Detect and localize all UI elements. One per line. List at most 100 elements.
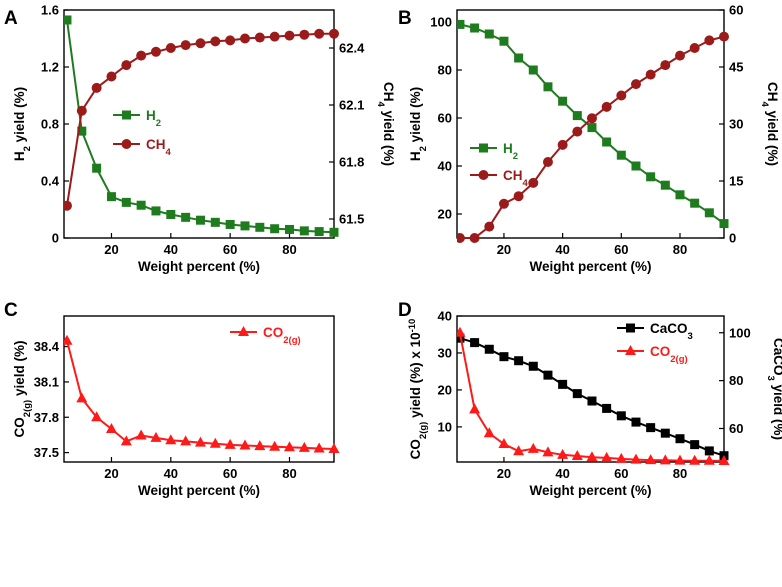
- data-point: [660, 180, 670, 190]
- data-point: [239, 33, 250, 44]
- data-point: [136, 50, 147, 61]
- data-point: [165, 434, 177, 445]
- data-point: [121, 60, 132, 71]
- y-right-label-rest: yield (%): [765, 107, 780, 166]
- y-left-label-rest: yield (%): [408, 87, 423, 146]
- data-point: [616, 90, 627, 101]
- legend-entry: CO2(g): [617, 344, 688, 365]
- data-point: [704, 35, 715, 46]
- y-left-tick-label: 0.8: [41, 117, 59, 132]
- data-point: [528, 361, 538, 371]
- data-point: [704, 208, 714, 218]
- data-point: [284, 224, 294, 234]
- data-point: [76, 105, 87, 116]
- data-point: [484, 29, 494, 39]
- data-point: [91, 411, 103, 422]
- x-axis-label: Weight percent (%): [138, 483, 260, 498]
- data-point: [690, 440, 700, 450]
- series-line: [459, 35, 725, 239]
- x-axis-label: Weight percent (%): [138, 259, 260, 274]
- data-point: [105, 423, 117, 434]
- legend-sub: 3: [688, 331, 693, 342]
- x-tick-label: 40: [555, 466, 569, 481]
- y-left-label-main: CO: [12, 417, 27, 437]
- data-point: [224, 438, 236, 449]
- y-right-tick-label: 0: [729, 231, 736, 246]
- data-point: [469, 403, 481, 414]
- data-point: [298, 441, 310, 452]
- data-point: [602, 137, 612, 147]
- x-tick-label: 20: [104, 466, 118, 481]
- data-point: [314, 227, 324, 237]
- y-left-tick-label: 1.6: [41, 3, 59, 18]
- legend-sub: 2(g): [283, 335, 300, 346]
- y-right-label-sub: 4: [376, 101, 387, 107]
- y-right-label-main: CH: [381, 82, 396, 102]
- data-point: [630, 79, 641, 90]
- x-tick-label: 60: [614, 466, 628, 481]
- panel-letter: B: [398, 8, 412, 29]
- data-point: [514, 53, 524, 63]
- y-right-tick-label: 62.1: [339, 98, 364, 113]
- y-left-label-rest: yield (%) x 10: [408, 332, 423, 421]
- y-right-tick-label: 60: [729, 421, 743, 436]
- y-left-axis-label: CO2(g) yield (%): [12, 341, 33, 438]
- y-right-tick-label: 62.4: [339, 41, 365, 56]
- data-point: [484, 221, 495, 232]
- y-right-tick-label: 60: [729, 3, 743, 18]
- series-ch: [457, 31, 729, 243]
- y-left-tick-label: 38.4: [34, 339, 60, 354]
- plot-frame: [456, 315, 725, 463]
- y-right-label-rest: yield (%): [771, 381, 782, 440]
- data-point: [136, 200, 146, 210]
- data-point: [659, 454, 671, 465]
- data-point: [543, 370, 553, 380]
- data-point: [106, 192, 116, 202]
- data-point: [513, 445, 525, 456]
- data-point: [77, 126, 87, 136]
- series-h: [457, 19, 729, 229]
- data-point: [225, 35, 236, 46]
- data-point: [572, 111, 582, 121]
- y-left-label-sub: 2(g): [418, 422, 429, 439]
- data-point: [675, 190, 685, 200]
- series-h: [64, 15, 339, 237]
- data-point: [660, 428, 670, 438]
- data-point: [645, 454, 657, 465]
- data-point: [719, 31, 729, 42]
- data-point: [689, 454, 701, 465]
- data-point: [631, 161, 641, 171]
- data-point: [299, 226, 309, 236]
- data-point: [572, 389, 582, 399]
- data-point: [571, 450, 583, 461]
- data-point: [269, 440, 281, 451]
- x-tick-label: 80: [673, 242, 687, 257]
- data-point: [239, 439, 251, 450]
- data-point: [284, 30, 295, 41]
- x-tick-label: 80: [282, 466, 296, 481]
- data-point: [195, 38, 206, 49]
- x-tick-label: 60: [223, 242, 237, 257]
- legend-label: H2: [503, 141, 518, 162]
- data-point: [92, 163, 102, 173]
- x-tick-label: 20: [497, 466, 511, 481]
- data-point: [557, 448, 569, 459]
- legend-entry: CH4: [113, 137, 172, 158]
- legend-label: CH4: [503, 168, 529, 189]
- data-point: [328, 443, 340, 454]
- legend-marker: [238, 326, 249, 336]
- y-right-tick-label: 30: [729, 117, 743, 132]
- data-point: [674, 50, 685, 61]
- series-co: [457, 326, 730, 466]
- data-point: [329, 227, 339, 237]
- data-point: [457, 326, 466, 337]
- data-point: [499, 352, 509, 362]
- series-ch: [64, 28, 339, 211]
- data-point: [210, 217, 220, 227]
- legend-entry: CaCO3: [617, 321, 693, 342]
- data-point: [254, 440, 266, 451]
- data-point: [64, 200, 72, 211]
- y-left-tick-label: 100: [430, 15, 452, 30]
- y-left-tick-label: 80: [438, 63, 452, 78]
- data-point: [674, 454, 686, 465]
